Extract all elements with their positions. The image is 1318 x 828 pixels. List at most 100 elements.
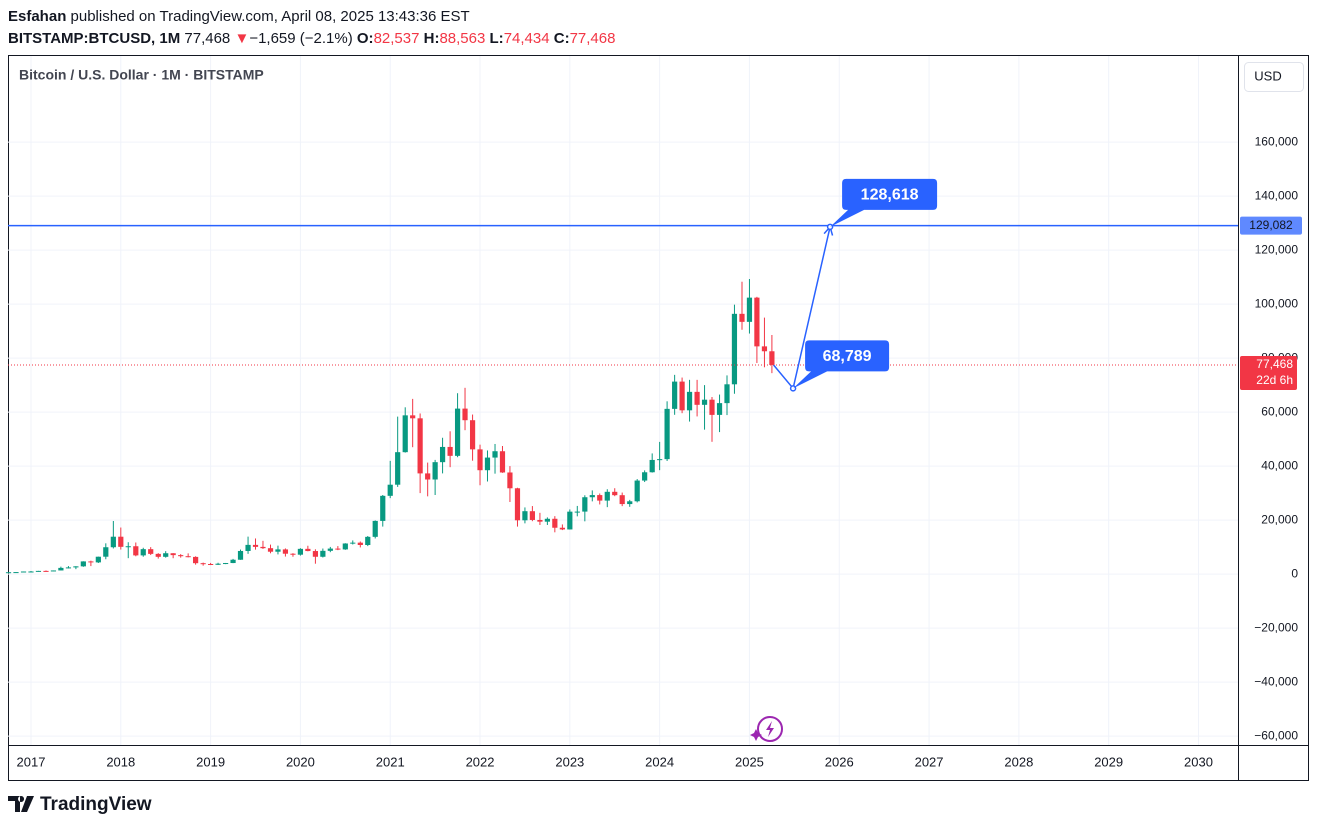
candle-body <box>746 297 753 322</box>
x-tick-label: 2019 <box>196 754 225 769</box>
candle-body <box>140 549 146 556</box>
x-tick-label: 2021 <box>376 754 405 769</box>
change-arrow: ▼ <box>234 30 250 47</box>
candle-body <box>432 462 438 480</box>
ohlc-value: 82,537 <box>373 30 420 47</box>
candle-body <box>73 566 79 568</box>
author: Esfahan <box>8 8 67 25</box>
candle-body <box>597 495 603 501</box>
candle-body <box>529 511 535 520</box>
candle-body <box>709 399 715 415</box>
candle-body <box>492 451 498 458</box>
candle-body <box>20 571 27 573</box>
ohlc-key: H: <box>423 30 440 47</box>
candles <box>5 279 775 574</box>
candle-body <box>522 511 528 521</box>
countdown: 22d 6h <box>1256 373 1293 387</box>
x-tick-label: 2020 <box>286 754 315 769</box>
x-tick-label: 2028 <box>1004 754 1033 769</box>
candle-body <box>499 451 506 473</box>
candle-body <box>672 381 678 409</box>
candle-body <box>230 559 236 564</box>
candle-body <box>537 519 543 522</box>
candle-body <box>88 561 94 563</box>
candle-body <box>350 542 356 544</box>
candle-body <box>634 480 640 502</box>
quote-line: BITSTAMP:BTCUSD, 1M 77,468 ▼−1,659 (−2.1… <box>8 28 615 50</box>
published: published on TradingView.com, April 08, … <box>70 8 470 25</box>
candle-body <box>724 384 730 404</box>
ohlc-value: 77,468 <box>569 30 616 47</box>
candle-body <box>372 520 378 537</box>
candle-body <box>200 563 206 565</box>
callout-box <box>830 178 938 227</box>
candle-body <box>462 408 468 421</box>
x-tick-label: 2023 <box>555 754 584 769</box>
x-tick-label: 2017 <box>17 754 46 769</box>
candle-body <box>125 546 131 548</box>
last-price-tag <box>1240 355 1297 390</box>
candle-body <box>589 495 595 498</box>
candle-body <box>402 415 408 453</box>
symbol: BITSTAMP:BTCUSD, 1M <box>8 30 181 47</box>
currency-box[interactable] <box>1244 62 1304 92</box>
publish-line: Esfahan published on TradingView.com, Ap… <box>8 6 615 28</box>
y-tick-label: 0 <box>1291 566 1298 580</box>
candle-body <box>35 570 42 572</box>
y-tick-label: 120,000 <box>1255 242 1299 256</box>
candle-body <box>365 536 371 545</box>
x-tick-label: 2022 <box>466 754 495 769</box>
candle-body <box>297 548 304 555</box>
candle-body <box>65 567 72 569</box>
candle-body <box>320 550 326 557</box>
candle-body <box>425 473 431 480</box>
y-tick-label: 20,000 <box>1261 512 1298 526</box>
candle-body <box>342 543 348 550</box>
candle-body <box>58 567 64 571</box>
candle-body <box>410 415 416 419</box>
candle-body <box>275 549 281 552</box>
x-tick-label: 2030 <box>1184 754 1213 769</box>
candle-body <box>252 544 259 547</box>
candle-body <box>469 420 476 450</box>
candle-body <box>155 553 161 557</box>
y-tick-label: −20,000 <box>1254 620 1298 634</box>
candle-body <box>754 297 760 347</box>
y-tick-label: −60,000 <box>1254 728 1298 742</box>
candle-body <box>604 491 610 501</box>
candle-body <box>237 550 244 560</box>
callout-label: 128,618 <box>861 187 919 204</box>
candle-body <box>612 491 618 496</box>
candle-body <box>5 572 12 574</box>
candle-body <box>305 548 311 552</box>
x-tick-label: 2029 <box>1094 754 1123 769</box>
candle-body <box>357 542 363 545</box>
candle-body <box>387 484 393 496</box>
candle-body <box>664 408 670 460</box>
candle-body <box>245 544 251 551</box>
candle-body <box>642 472 648 481</box>
y-tick-label: 140,000 <box>1255 188 1299 202</box>
candle-body <box>679 381 685 411</box>
y-tick-label: 40,000 <box>1261 458 1298 472</box>
candle-body <box>267 548 274 552</box>
candle-body <box>223 563 229 565</box>
y-tick-label: 60,000 <box>1261 404 1298 418</box>
candle-body <box>327 548 333 551</box>
candle-body <box>582 497 588 512</box>
candle-body <box>731 313 738 385</box>
candle-body <box>477 449 483 471</box>
candle-body <box>380 495 386 521</box>
candle-body <box>43 570 49 572</box>
ohlc-value: 88,563 <box>439 30 486 47</box>
y-tick-label: 160,000 <box>1255 134 1299 148</box>
horizontal-line-tag <box>1240 216 1302 235</box>
candle-body <box>118 536 124 547</box>
candle-body <box>574 511 580 513</box>
x-tick-label: 2018 <box>106 754 135 769</box>
candle-body <box>80 561 86 567</box>
grid <box>8 56 1238 745</box>
candle-body <box>514 488 521 521</box>
candle-body <box>559 527 565 530</box>
